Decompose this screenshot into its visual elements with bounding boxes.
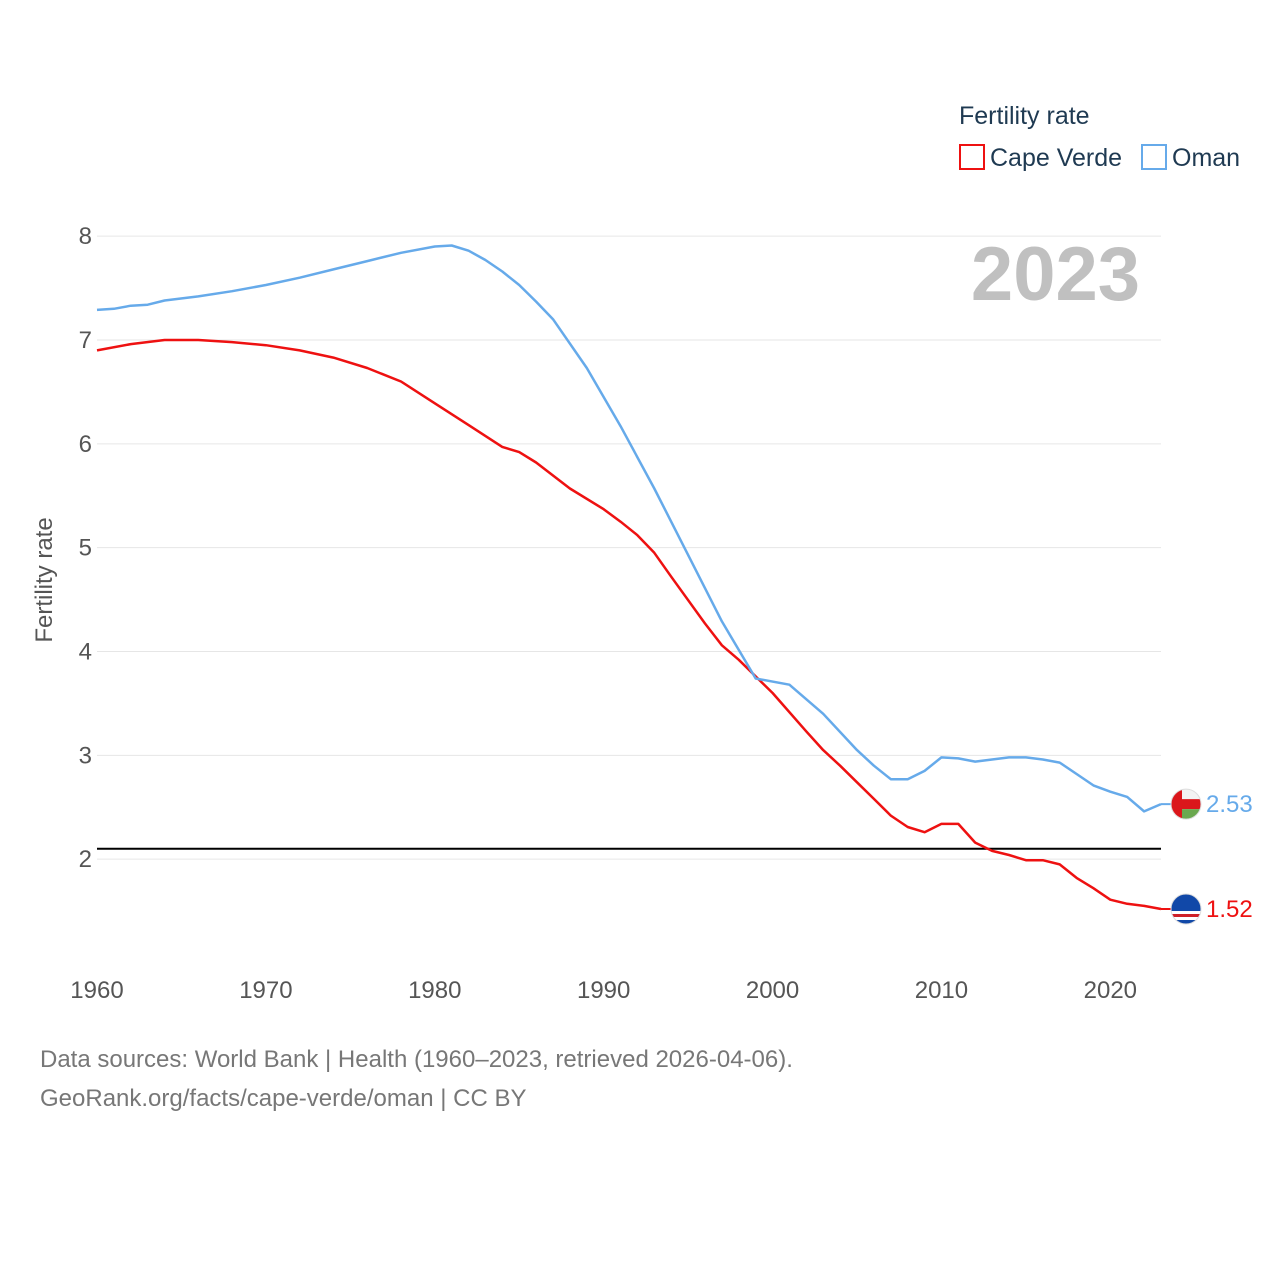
cape-verde-flag-icon (1170, 893, 1202, 925)
x-tick-label: 1980 (408, 977, 461, 1004)
series-line-oman (96, 244, 1162, 813)
oman-end-value: 2.53 (1206, 791, 1253, 818)
x-tick-label: 2010 (915, 977, 968, 1004)
y-tick-label: 4 (79, 638, 92, 665)
x-tick-label: 2020 (1084, 977, 1137, 1004)
legend: Fertility rate Cape Verde Oman (959, 102, 1240, 172)
y-axis-ticks: 2 3 4 5 6 7 8 (79, 223, 92, 873)
legend-item-oman[interactable]: Oman (1141, 144, 1240, 172)
series-lines (96, 244, 1171, 911)
series-end-cape-verde: 1.52 (1170, 893, 1253, 925)
x-axis-ticks: 1960 1970 1980 1990 2000 2010 2020 (70, 977, 1137, 1004)
x-tick-label: 1970 (239, 977, 292, 1004)
series-line-cape-verde (96, 338, 1162, 911)
year-label: 2023 (971, 232, 1140, 317)
credit-link[interactable]: GeoRank.org/facts/cape-verde/oman | CC B… (40, 1085, 527, 1112)
legend-label-oman: Oman (1172, 144, 1240, 172)
y-tick-label: 8 (79, 223, 92, 250)
y-axis-title: Fertility rate (31, 517, 58, 642)
legend-title: Fertility rate (959, 102, 1090, 130)
legend-swatch-oman (1141, 144, 1167, 170)
legend-item-cape-verde[interactable]: Cape Verde (959, 144, 1122, 172)
y-tick-label: 6 (79, 431, 92, 458)
y-tick-label: 3 (79, 742, 92, 769)
y-tick-label: 5 (79, 535, 92, 562)
x-tick-label: 1960 (70, 977, 123, 1004)
y-tick-label: 2 (79, 846, 92, 873)
cape-verde-end-value: 1.52 (1206, 896, 1253, 923)
series-end-oman: 2.53 (1170, 788, 1253, 820)
data-source-note: Data sources: World Bank | Health (1960–… (40, 1046, 793, 1073)
x-tick-label: 1990 (577, 977, 630, 1004)
legend-label-cape-verde: Cape Verde (990, 144, 1122, 172)
gridlines (97, 235, 1161, 860)
y-tick-label: 7 (79, 327, 92, 354)
x-tick-label: 2000 (746, 977, 799, 1004)
oman-flag-icon (1170, 788, 1202, 820)
legend-swatch-cape-verde (959, 144, 985, 170)
